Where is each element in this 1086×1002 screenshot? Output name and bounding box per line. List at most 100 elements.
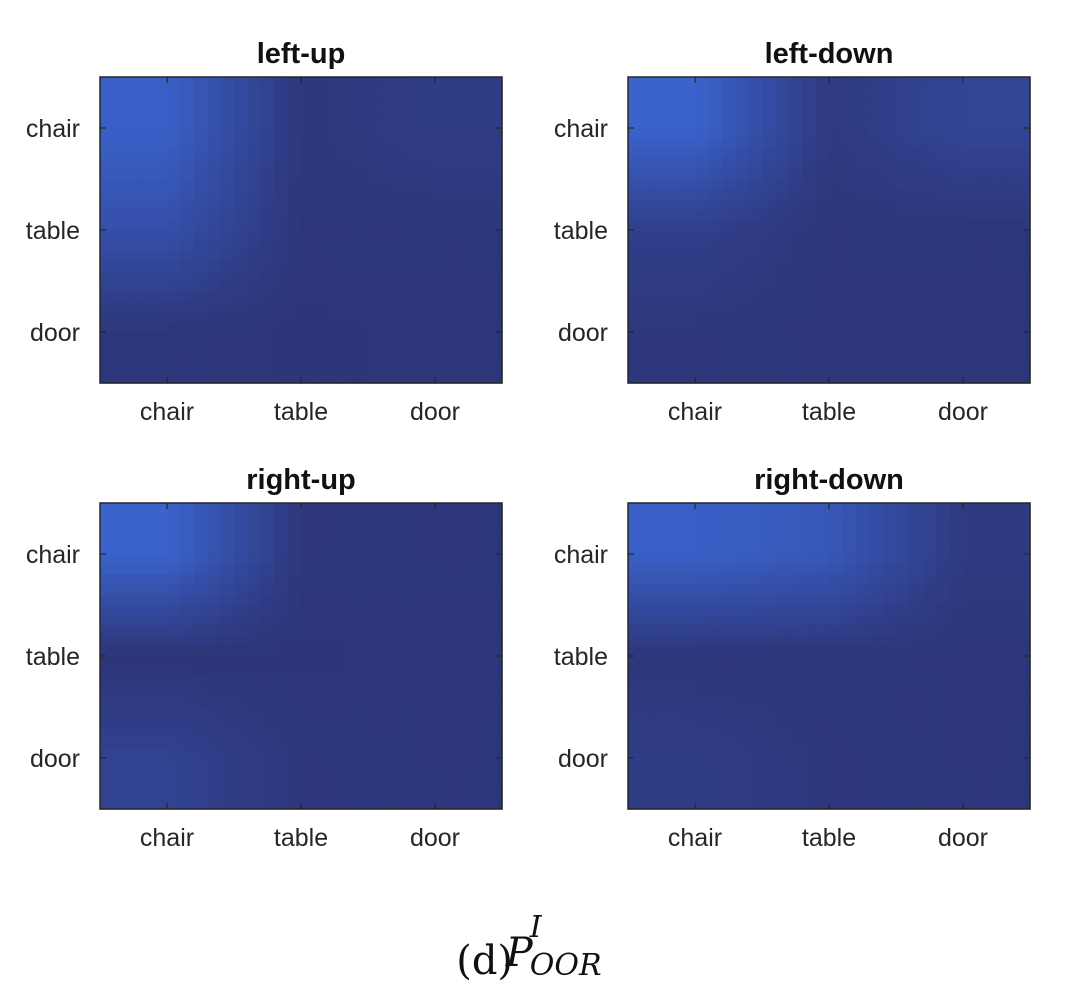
heatmap-cell — [301, 584, 315, 596]
heatmap-cell — [314, 645, 329, 657]
heatmap-cell — [126, 666, 141, 677]
heatmap-cell — [896, 737, 910, 749]
heatmap-cell — [695, 199, 709, 211]
heatmap-cell — [274, 543, 289, 555]
heatmap-cell — [153, 696, 168, 708]
heatmap-cell — [180, 189, 195, 200]
heatmap-cell — [381, 281, 396, 292]
heatmap-cell — [368, 768, 382, 779]
heatmap-cell — [788, 707, 803, 718]
heatmap-cell — [654, 342, 669, 353]
heatmap-cell — [909, 778, 924, 790]
heatmap-cell — [167, 281, 181, 292]
heatmap-cell — [394, 291, 409, 302]
heatmap-cell — [829, 686, 843, 698]
heatmap-cell — [394, 513, 409, 524]
heatmap-cell — [896, 635, 910, 647]
heatmap-cell — [695, 543, 709, 555]
heatmap-cell — [301, 107, 315, 119]
heatmap-cell — [234, 707, 248, 718]
heatmap-cell — [234, 554, 248, 565]
heatmap-cell — [381, 727, 396, 739]
heatmap-cell — [842, 148, 857, 160]
heatmap-cell — [126, 554, 141, 565]
heatmap-cell — [909, 311, 924, 323]
heatmap-cell — [869, 656, 884, 667]
heatmap-cell — [140, 332, 155, 343]
heatmap-cell — [354, 615, 369, 626]
heatmap-cell — [654, 747, 669, 759]
heatmap-cell — [287, 605, 302, 616]
heatmap-cell — [963, 666, 977, 677]
heatmap-cell — [153, 513, 168, 524]
heatmap-cell — [829, 778, 843, 790]
heatmap-cell — [668, 635, 683, 647]
heatmap-cell — [976, 554, 991, 565]
heatmap-cell — [287, 209, 302, 221]
heatmap-cell — [301, 138, 315, 149]
heatmap-cell — [488, 128, 503, 139]
heatmap-cell — [448, 352, 463, 364]
heatmap-cell — [153, 656, 168, 667]
heatmap-cell — [167, 321, 181, 333]
heatmap-cell — [100, 372, 114, 384]
heatmap-cell — [207, 199, 222, 211]
heatmap-cell — [922, 240, 937, 251]
heatmap-cell — [435, 281, 449, 292]
heatmap-cell — [314, 209, 329, 221]
heatmap-cell — [896, 666, 910, 677]
heatmap-cell — [100, 747, 114, 759]
heatmap-cell — [842, 788, 857, 800]
heatmap-cell — [896, 788, 910, 800]
heatmap-cell — [815, 625, 830, 637]
heatmap-cell — [260, 332, 275, 343]
heatmap-cell — [488, 543, 503, 555]
heatmap-cell — [936, 352, 951, 364]
heatmap-cell — [922, 342, 937, 353]
heatmap-cell — [909, 727, 924, 739]
heatmap-cell — [695, 107, 709, 119]
heatmap-cell — [341, 219, 356, 231]
heatmap-cell — [354, 209, 369, 221]
heatmap-cell — [247, 666, 262, 677]
heatmap-cell — [287, 270, 302, 282]
heatmap-cell — [855, 270, 870, 282]
heatmap-cell — [368, 301, 382, 313]
heatmap-cell — [314, 574, 329, 586]
heatmap-cell — [314, 543, 329, 555]
heatmap-cell — [628, 148, 642, 160]
heatmap-cell — [207, 260, 222, 272]
heatmap-cell — [247, 128, 262, 139]
heatmap-cell — [668, 342, 683, 353]
heatmap-cell — [140, 117, 155, 129]
heatmap-cell — [681, 240, 696, 251]
heatmap-cell — [762, 686, 776, 698]
heatmap-cell — [488, 574, 503, 586]
heatmap-cell — [408, 676, 423, 688]
heatmap-cell — [327, 240, 342, 251]
heatmap-cell — [394, 768, 409, 779]
heatmap-cell — [882, 584, 897, 596]
heatmap-cell — [1016, 240, 1031, 251]
heatmap-cell — [882, 342, 897, 353]
heatmap-cell — [775, 179, 790, 190]
heatmap-cell — [421, 635, 436, 647]
heatmap-cell — [314, 117, 329, 129]
heatmap-cell — [976, 543, 991, 555]
heatmap-cell — [949, 533, 964, 545]
heatmap-cell — [220, 564, 235, 575]
heatmap-cell — [668, 676, 683, 688]
heatmap-cell — [855, 645, 870, 657]
heatmap-cell — [274, 117, 289, 129]
heatmap-cell — [207, 250, 222, 262]
heatmap-cell — [301, 117, 315, 129]
heatmap-cell — [394, 656, 409, 667]
heatmap-cell — [448, 798, 463, 810]
heatmap-cell — [976, 778, 991, 790]
heatmap-cell — [341, 584, 356, 596]
heatmap-cell — [681, 311, 696, 323]
heatmap-cell — [708, 707, 723, 718]
heatmap-cell — [368, 219, 382, 231]
heatmap-cell — [287, 666, 302, 677]
heatmap-cell — [314, 291, 329, 302]
